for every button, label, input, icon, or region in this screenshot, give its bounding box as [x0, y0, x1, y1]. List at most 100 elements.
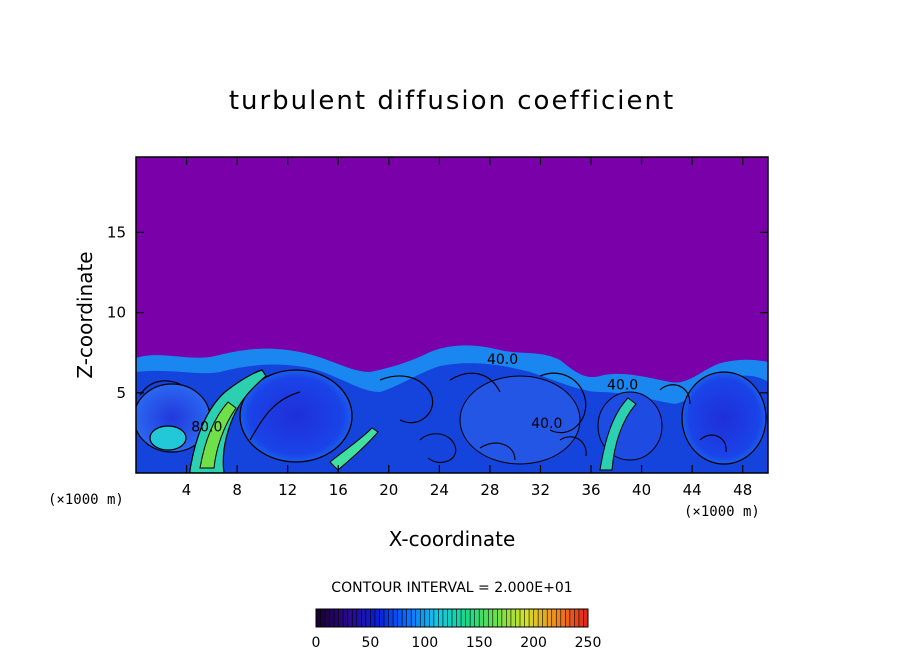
x-tick-label: 40	[632, 481, 651, 499]
strong-plume-core	[199, 401, 237, 469]
x-tick-label: 12	[278, 481, 297, 499]
colorbar-stripe	[533, 609, 539, 627]
vortex-middle	[459, 375, 581, 465]
x-tick-label: 24	[430, 481, 449, 499]
x-tick-label: 28	[480, 481, 499, 499]
turbulent-field	[136, 345, 768, 473]
contour-lines-a	[139, 372, 691, 441]
colorbar-stripe	[547, 609, 553, 627]
colorbar-stripe	[329, 609, 335, 627]
colorbar-stripe	[365, 609, 371, 627]
colorbar-stripe	[542, 609, 548, 627]
colorbar-stripe	[506, 609, 512, 627]
colorbar-stripe	[551, 609, 557, 627]
colorbar-stripe	[316, 609, 322, 627]
colorbar-stripe	[465, 609, 471, 627]
y-tick-label: 10	[107, 304, 126, 322]
colorbar-stripe	[461, 609, 467, 627]
colorbar-stripe	[374, 609, 380, 627]
colorbar-stripe	[574, 609, 580, 627]
colorbar-stripe	[320, 609, 326, 627]
colorbar-stripe	[538, 609, 544, 627]
colorbar-stripe	[388, 609, 394, 627]
colorbar-stripe	[429, 609, 435, 627]
colorbar-tick-label: 150	[466, 635, 493, 651]
x-tick-label: 20	[379, 481, 398, 499]
colorbar-stripe	[397, 609, 403, 627]
colorbar-stripe	[452, 609, 458, 627]
colorbar-stripe	[497, 609, 503, 627]
colorbar-tick-label: 200	[520, 635, 547, 651]
chart-title: turbulent diffusion coefficient	[228, 86, 676, 116]
x-tick-label: 44	[683, 481, 702, 499]
contour-interval-text: CONTOUR INTERVAL = 2.000E+01	[331, 580, 572, 596]
colorbar-stripe	[470, 609, 476, 627]
z-units-label: (×1000 m)	[48, 492, 124, 508]
vortex-right	[681, 371, 767, 465]
x-axis-title: X-coordinate	[389, 527, 516, 551]
colorbar-stripe	[488, 609, 494, 627]
vortex-left-core	[149, 425, 187, 451]
colorbar-stripe	[356, 609, 362, 627]
colorbar-stripe	[442, 609, 448, 627]
colorbar-stripe	[424, 609, 430, 627]
contour-label: 40.0	[607, 378, 638, 394]
x-tick-label: 48	[733, 481, 752, 499]
colorbar-stripe	[556, 609, 562, 627]
colorbar-stripe	[524, 609, 530, 627]
colorbar-stripe	[379, 609, 385, 627]
colorbar-stripe	[578, 609, 584, 627]
colorbar: 0 50 100 150 200 250	[312, 608, 602, 651]
colorbar-stripe	[393, 609, 399, 627]
colorbar-frame	[315, 608, 589, 628]
colorbar-stripe	[529, 609, 535, 627]
colorbar-stripe	[325, 609, 331, 627]
contour-lines-b	[419, 433, 727, 463]
shear-band	[329, 427, 379, 471]
colorbar-stripe	[347, 609, 353, 627]
y-tick-label: 5	[116, 384, 126, 402]
y-tick-label: 15	[107, 223, 126, 241]
colorbar-stripe	[402, 609, 408, 627]
colorbar-stripe	[447, 609, 453, 627]
colorbar-tick-label: 250	[575, 635, 602, 651]
colorbar-stripe	[411, 609, 417, 627]
colorbar-stripe	[510, 609, 516, 627]
contour-label: 40.0	[531, 416, 562, 432]
colorbar-stripe	[370, 609, 376, 627]
plot-frame	[135, 156, 769, 474]
contour-label: 40.0	[487, 352, 518, 368]
contour-label: 80.0	[191, 419, 222, 435]
colorbar-stripe	[583, 609, 589, 627]
shear-band-right	[599, 397, 637, 471]
colorbar-tick-label: 0	[312, 635, 321, 651]
colorbar-tick-label: 50	[361, 635, 379, 651]
colorbar-stripe	[438, 609, 444, 627]
colorbar-stripe	[420, 609, 426, 627]
colorbar-tick-label: 100	[411, 635, 438, 651]
colorbar-stripe	[406, 609, 412, 627]
colorbar-stripe	[483, 609, 489, 627]
colorbar-stripe	[334, 609, 340, 627]
colorbar-stripe	[433, 609, 439, 627]
colorbar-stripe	[569, 609, 575, 627]
colorbar-stripe	[515, 609, 521, 627]
colorbar-stripe	[520, 609, 526, 627]
colorbar-stripe	[479, 609, 485, 627]
vortex-main	[239, 369, 353, 463]
colorbar-stripe	[361, 609, 367, 627]
x-tick-label: 4	[182, 481, 192, 499]
colorbar-stripe	[384, 609, 390, 627]
colorbar-stripe	[456, 609, 462, 627]
colorbar-stripe	[338, 609, 344, 627]
x-tick-label: 32	[531, 481, 550, 499]
x-units-label: (×1000 m)	[684, 504, 760, 520]
colorbar-stripe	[352, 609, 358, 627]
colorbar-stripe	[474, 609, 480, 627]
x-tick-label: 36	[581, 481, 600, 499]
colorbar-stripe	[501, 609, 507, 627]
x-tick-label: 8	[232, 481, 242, 499]
y-axis-title: Z-coordinate	[73, 251, 97, 378]
